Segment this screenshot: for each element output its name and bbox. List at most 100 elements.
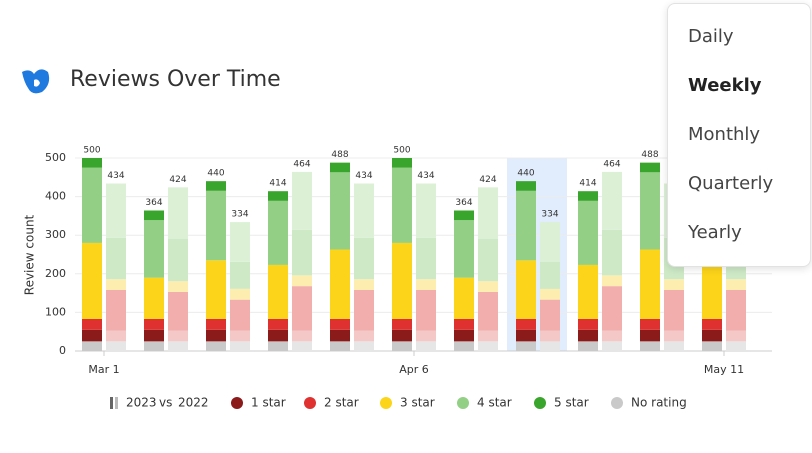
bar-segment [206, 341, 226, 351]
bar-segment [292, 286, 312, 331]
bar-segment [454, 341, 474, 351]
bar-segment [82, 167, 102, 243]
bar-segment [168, 187, 188, 239]
bar-segment [416, 183, 436, 238]
bar-segment [354, 330, 374, 342]
bar-segment [106, 279, 126, 291]
legend-swatch [457, 397, 469, 409]
bar-segment [82, 158, 102, 168]
bar-segment [640, 162, 660, 173]
bar-segment [726, 290, 746, 331]
menu-item[interactable]: Yearly [688, 222, 742, 243]
bar-segment [354, 341, 374, 351]
total-label: 424 [479, 175, 496, 185]
legend-label: 1 star [251, 396, 286, 410]
bar-segment [168, 341, 188, 351]
bar-segment [664, 290, 684, 331]
total-label: 434 [355, 171, 372, 181]
total-label: 464 [293, 159, 310, 169]
bar-segment [726, 330, 746, 342]
total-label: 414 [269, 179, 286, 189]
legend-swatch [304, 397, 316, 409]
bar-segment [516, 181, 536, 191]
bar-segment [82, 318, 102, 330]
total-label: 414 [579, 179, 596, 189]
total-label: 488 [641, 150, 658, 160]
legend-swatch [380, 397, 392, 409]
bar-segment [416, 341, 436, 351]
bar-segment [602, 171, 622, 230]
bar-segment [540, 288, 560, 300]
legend-swatch [231, 397, 243, 409]
bar-segment [540, 341, 560, 351]
bar-segment [726, 341, 746, 351]
menu-item[interactable]: Monthly [688, 124, 761, 145]
total-label: 488 [331, 150, 348, 160]
bar-segment [578, 329, 598, 342]
bar-segment [82, 329, 102, 342]
bar-segment [168, 291, 188, 331]
bar-segment [230, 261, 250, 289]
total-label: 334 [541, 210, 558, 220]
legend-label: 4 star [477, 396, 512, 410]
bar-segment [454, 277, 474, 319]
bar-segment [516, 329, 536, 342]
total-label: 500 [393, 146, 410, 156]
bar-segment [454, 210, 474, 221]
bar-segment [664, 279, 684, 291]
bar-segment [354, 237, 374, 280]
bar-segment [702, 318, 722, 330]
bar-segment [206, 190, 226, 261]
total-label: 500 [83, 146, 100, 156]
menu-item[interactable]: Daily [688, 26, 734, 47]
bar-segment [602, 229, 622, 276]
bar-segment [392, 329, 412, 342]
y-tick-label: 0 [59, 344, 66, 357]
bar-segment [602, 330, 622, 342]
bar-segment [478, 238, 498, 282]
bar-segment [292, 330, 312, 342]
bar-segment [330, 318, 350, 330]
bar-segment [516, 260, 536, 319]
total-label: 334 [231, 210, 248, 220]
legend-year: 2022 [178, 396, 209, 410]
bar-segment [516, 318, 536, 330]
logo [22, 69, 50, 94]
total-label: 434 [417, 171, 434, 181]
bar-segment [144, 329, 164, 342]
bar-segment [106, 341, 126, 351]
total-label: 464 [603, 159, 620, 169]
bar-segment [578, 341, 598, 351]
bar-segment [82, 341, 102, 351]
bar-segment [416, 237, 436, 280]
bar-segment [702, 329, 722, 342]
legend-swatch [534, 397, 546, 409]
x-tick-label: Mar 1 [88, 363, 119, 376]
bar-segment [416, 279, 436, 291]
bar-segment [702, 341, 722, 351]
bar-segment [478, 341, 498, 351]
y-tick-label: 400 [45, 190, 66, 203]
bar-segment [516, 190, 536, 261]
bar-segment [454, 220, 474, 278]
y-axis-label: Review count [23, 214, 37, 295]
bar-segment [602, 275, 622, 287]
bar-segment [144, 210, 164, 221]
bar-segment [168, 238, 188, 282]
total-label: 440 [517, 169, 534, 179]
bar-segment [602, 286, 622, 331]
total-label: 440 [207, 169, 224, 179]
menu-item[interactable]: Quarterly [688, 173, 774, 194]
bar-segment [206, 329, 226, 342]
bar-segment [330, 162, 350, 173]
bar-segment [478, 330, 498, 342]
bar-segment [640, 172, 660, 250]
dropdown-menu: Daily Weekly Monthly Quarterly Yearly [667, 3, 811, 267]
bar-segment [106, 330, 126, 342]
menu-item[interactable]: Weekly [688, 75, 762, 96]
bar-segment [664, 341, 684, 351]
legend-label: 2 star [324, 396, 359, 410]
bar-segment [454, 329, 474, 342]
bar-segment [230, 341, 250, 351]
